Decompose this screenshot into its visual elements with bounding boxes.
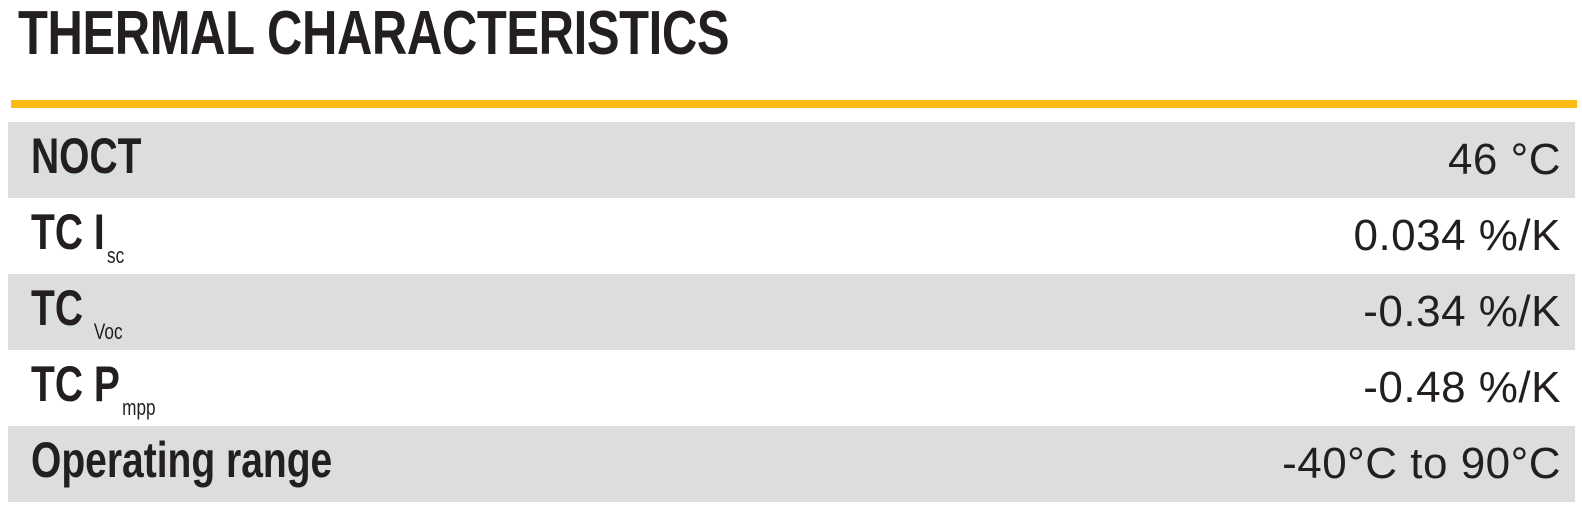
row-label-text: TC I <box>31 204 105 260</box>
row-label-text: Operating range <box>31 432 333 488</box>
row-value: -0.48 %/K <box>1363 363 1561 412</box>
row-value: -0.34 %/K <box>1363 287 1561 336</box>
row-label-text: TC <box>31 280 83 336</box>
table-row: NOCT 46 °C <box>8 122 1575 198</box>
row-label-subscript: mpp <box>122 395 156 420</box>
row-label: NOCT <box>31 127 144 193</box>
row-value: -40°C to 90°C <box>1282 439 1561 488</box>
row-label-subscript: sc <box>107 243 125 268</box>
table-row: Operating range -40°C to 90°C <box>8 426 1575 502</box>
row-label-subscript: Voc <box>93 319 123 344</box>
section-title: THERMAL CHARACTERISTICS <box>18 0 730 68</box>
row-label-text: TC P <box>31 356 120 412</box>
row-label-text: NOCT <box>31 128 142 184</box>
row-value: 0.034 %/K <box>1353 211 1561 260</box>
row-label: TC Voc <box>31 279 123 345</box>
table-row: TC Voc -0.34 %/K <box>8 274 1575 350</box>
row-label: Operating range <box>31 431 335 497</box>
row-value: 46 °C <box>1447 135 1561 184</box>
accent-divider <box>11 100 1577 108</box>
